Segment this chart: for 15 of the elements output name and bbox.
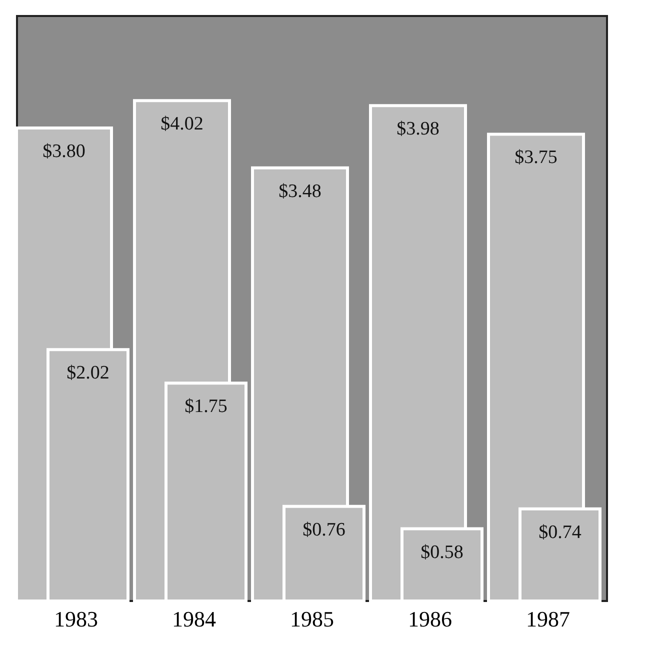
data-label: $2.02 (66, 362, 110, 384)
x-tick-label: 1986 (408, 606, 452, 632)
data-label: $1.75 (184, 396, 228, 418)
x-tick-label: 1987 (526, 606, 570, 632)
x-tick-label: 1983 (54, 606, 98, 632)
data-label: $3.48 (278, 180, 322, 202)
data-label: $0.76 (302, 519, 346, 540)
data-label: $0.74 (538, 522, 582, 543)
data-label: $3.98 (396, 118, 440, 140)
x-tick-label: 1984 (172, 606, 216, 632)
x-tick-label: 1985 (290, 606, 334, 632)
data-label: $3.80 (42, 141, 86, 162)
data-label: $4.02 (160, 114, 204, 135)
data-label: $0.58 (420, 542, 464, 563)
data-label: $3.75 (514, 147, 558, 168)
